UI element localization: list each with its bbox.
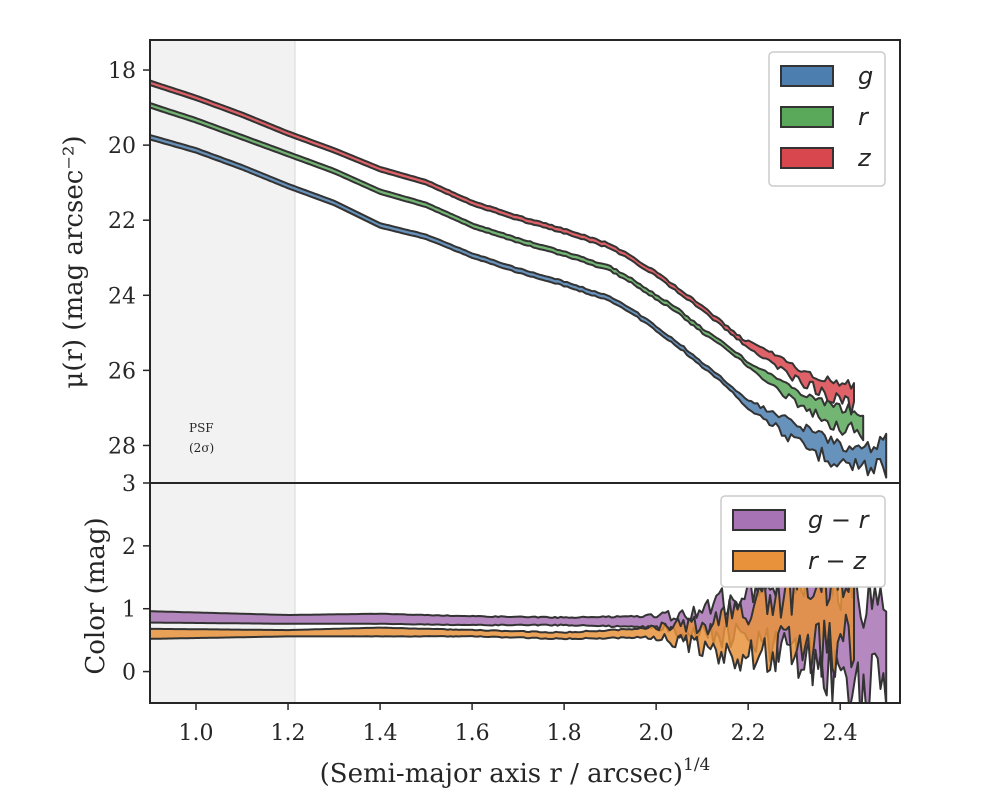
xtick-label: 1.2 [271, 721, 306, 746]
top-ytick-label: 24 [108, 284, 136, 309]
legend-label-z: z [857, 144, 872, 172]
top-ytick-label: 28 [108, 434, 136, 459]
top-ytick-label: 20 [108, 134, 136, 159]
legend-label-r: r [858, 103, 870, 131]
xtick-label: 2.0 [639, 721, 674, 746]
bottom-y-axis: 0 1 2 3 [122, 472, 150, 686]
color-band-gr [150, 544, 888, 703]
bottom-y-axis-title: Color (mag) [81, 517, 111, 674]
bottom-legend: g − r r − z [720, 495, 886, 588]
xtick-label: 1.8 [547, 721, 582, 746]
legend-label-g-r: g − r [808, 506, 871, 534]
top-ytick-label: 26 [108, 359, 136, 384]
bottom-plot-frame [149, 482, 901, 704]
color-band-rz [150, 554, 855, 678]
band-g [150, 134, 888, 479]
psf-sigma-label: (2σ) [189, 441, 214, 455]
top-y-axis-title: μ(r) (mag arcsec⁻²) [59, 135, 89, 388]
bottom-panel: 0 1 2 3 1.0 1.2 1.4 1.6 1.8 2.0 2.2 2.4 Color (mag… [81, 472, 901, 789]
bottom-ytick-label: 1 [122, 598, 136, 623]
bottom-ytick-label: 0 [122, 661, 136, 686]
x-axis-title: (Semi-major axis r / arcsec)1/4 [320, 755, 711, 789]
top-y-axis: 18 20 22 24 26 28 [108, 59, 150, 459]
xtick-label: 2.4 [823, 721, 858, 746]
top-ytick-label: 22 [108, 209, 136, 234]
bottom-ytick-label: 3 [122, 472, 136, 497]
x-axis-title-main: (Semi-major axis r / arcsec) [320, 759, 683, 789]
legend-swatch-r [780, 106, 834, 128]
xtick-label: 1.0 [179, 721, 214, 746]
band-z [150, 79, 855, 416]
legend-swatch-g-r [732, 509, 786, 531]
legend-label-r-z: r − z [808, 547, 867, 575]
top-series-group [150, 79, 888, 479]
band-r [150, 102, 865, 442]
x-axis-title-superscript: 1/4 [683, 755, 710, 775]
xtick-label: 1.6 [455, 721, 490, 746]
psf-label: PSF [189, 421, 214, 435]
top-panel: PSF (2σ) 18 20 22 24 26 28 μ(r) (mag arcsec⁻²… [59, 39, 901, 484]
top-ytick-label: 18 [108, 59, 136, 84]
x-axis: 1.0 1.2 1.4 1.6 1.8 2.0 2.2 2.4 [179, 703, 858, 746]
legend-label-g: g [858, 62, 873, 90]
legend-swatch-g [780, 65, 834, 87]
top-legend: g r z [768, 51, 886, 187]
bottom-ytick-label: 2 [122, 535, 136, 560]
psf-shaded-region-bottom [150, 483, 296, 703]
bottom-series-group [150, 544, 888, 703]
legend-swatch-r-z [732, 550, 786, 572]
xtick-label: 2.2 [731, 721, 766, 746]
legend-swatch-z [780, 147, 834, 169]
psf-band-bottom [150, 483, 295, 703]
xtick-label: 1.4 [363, 721, 398, 746]
